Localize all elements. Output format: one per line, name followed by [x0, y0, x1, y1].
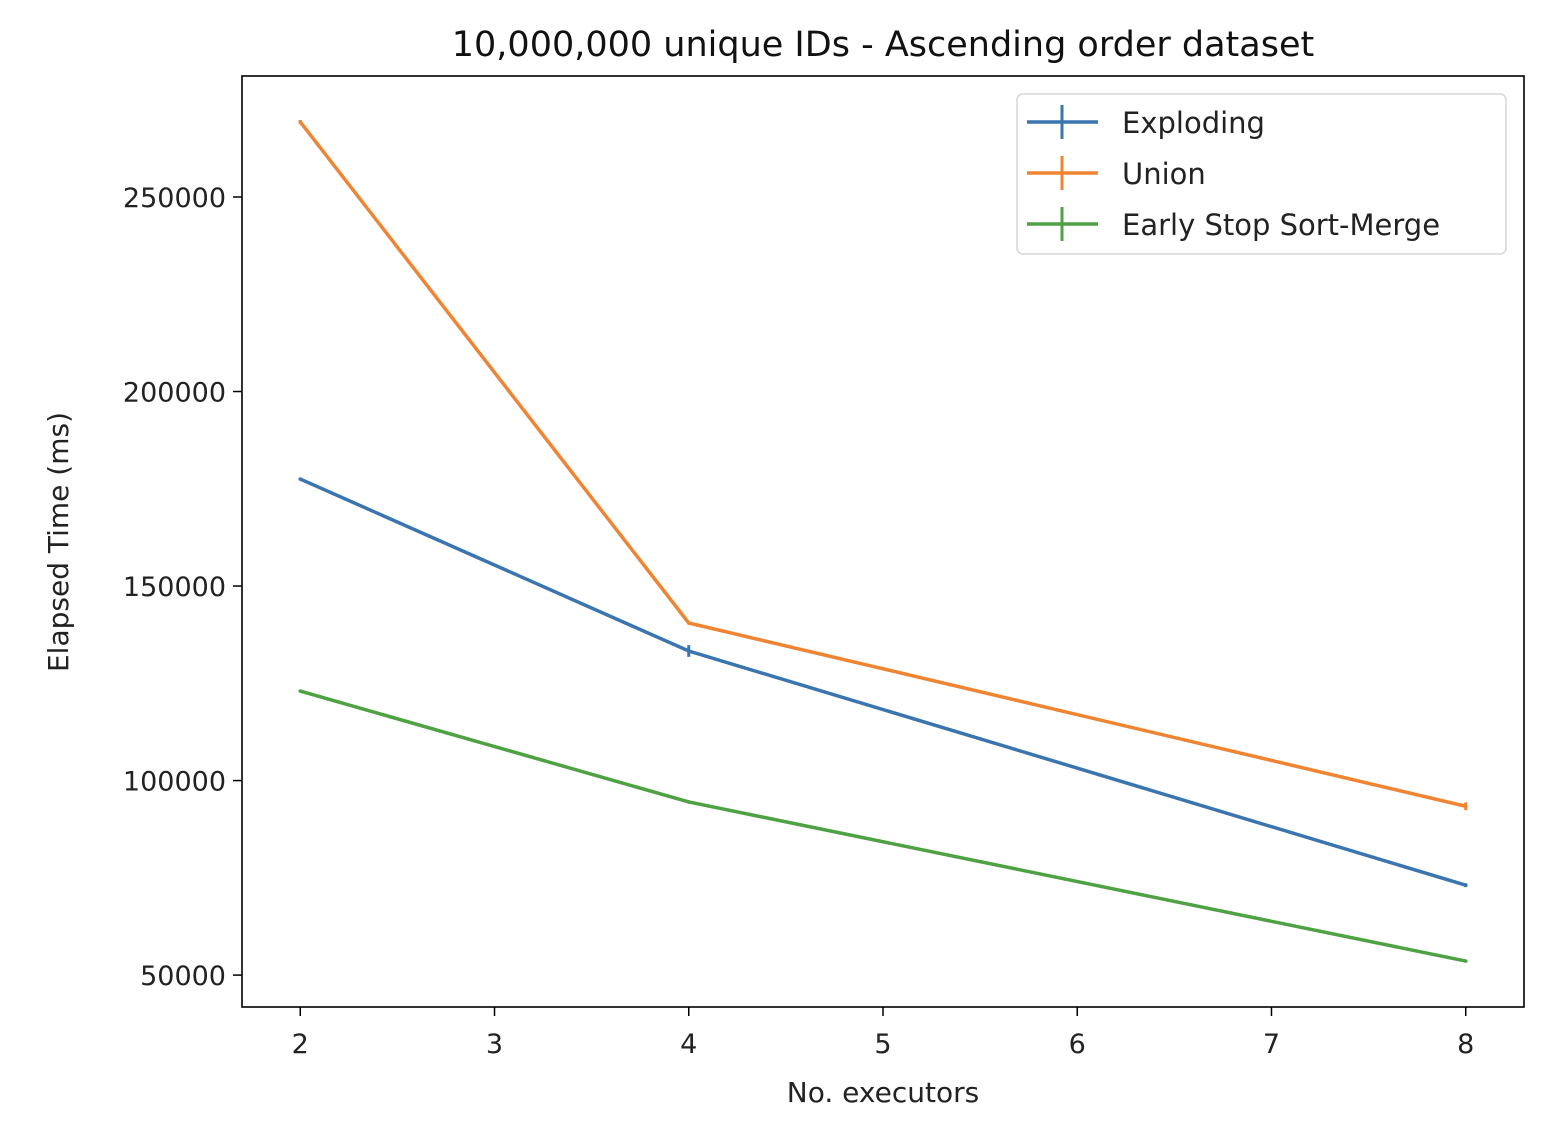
x-tick-label: 4 — [680, 1029, 697, 1060]
plot-area — [298, 119, 1468, 963]
legend-label: Exploding — [1122, 106, 1265, 140]
data-point — [686, 800, 691, 804]
x-tick-label: 5 — [874, 1029, 891, 1060]
x-tick-label: 2 — [292, 1029, 309, 1060]
x-axis-label: No. executors — [787, 1076, 979, 1109]
legend-box — [1016, 93, 1507, 255]
axes-frame — [241, 75, 1525, 1008]
data-point — [1463, 883, 1468, 888]
y-axis-label: Elapsed Time (ms) — [42, 412, 75, 672]
y-axis: 50000 100000 150000 200000 250000 — [123, 183, 242, 992]
legend: Exploding Union Early Stop Sort-Merge — [1016, 93, 1507, 255]
data-point — [298, 120, 303, 124]
y-tick-label: 250000 — [123, 183, 226, 214]
x-axis: 2 3 4 5 6 7 8 — [292, 1007, 1474, 1060]
y-tick-label: 150000 — [123, 572, 226, 603]
chart-title: 10,000,000 unique IDs - Ascending order … — [452, 25, 1314, 65]
x-tick-label: 6 — [1069, 1029, 1086, 1060]
series-line-early-stop-sort-merge — [299, 689, 1467, 963]
data-point — [298, 689, 303, 693]
data-point — [686, 621, 691, 625]
y-tick-label: 50000 — [140, 961, 226, 992]
x-tick-label: 3 — [486, 1029, 503, 1060]
data-point — [1463, 804, 1468, 809]
x-tick-label: 7 — [1263, 1029, 1280, 1060]
legend-label: Early Stop Sort-Merge — [1122, 208, 1440, 242]
x-tick-label: 8 — [1457, 1029, 1474, 1060]
series-line-exploding — [299, 477, 1467, 887]
data-point — [686, 649, 691, 653]
data-point — [1463, 959, 1468, 963]
y-tick-label: 200000 — [123, 378, 226, 409]
legend-label: Union — [1122, 157, 1206, 191]
data-point — [298, 477, 303, 481]
y-tick-label: 100000 — [123, 767, 226, 798]
